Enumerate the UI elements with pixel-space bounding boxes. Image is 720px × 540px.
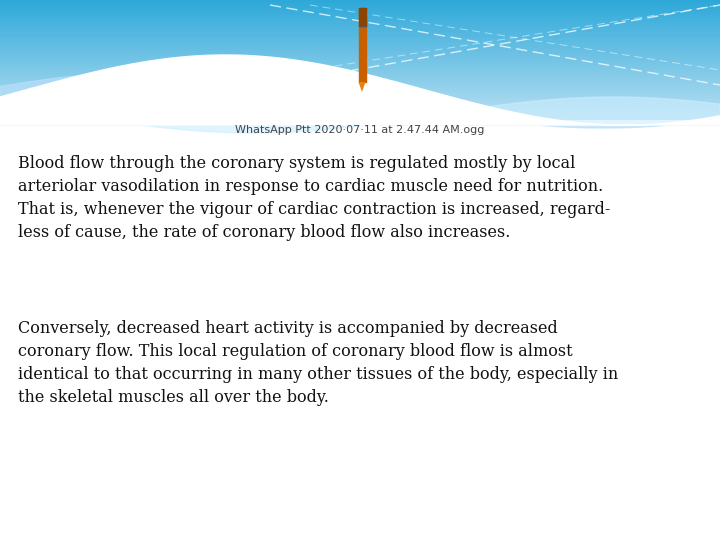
Text: WhatsApp Ptt 2020‧07‧11 at 2.47.44 AM.ogg: WhatsApp Ptt 2020‧07‧11 at 2.47.44 AM.og… [235, 125, 485, 135]
Polygon shape [359, 82, 366, 92]
Text: Blood flow through the coronary system is regulated mostly by local
arteriolar v: Blood flow through the coronary system i… [18, 155, 611, 240]
Text: Conversely, decreased heart activity is accompanied by decreased
coronary flow. : Conversely, decreased heart activity is … [18, 320, 618, 406]
